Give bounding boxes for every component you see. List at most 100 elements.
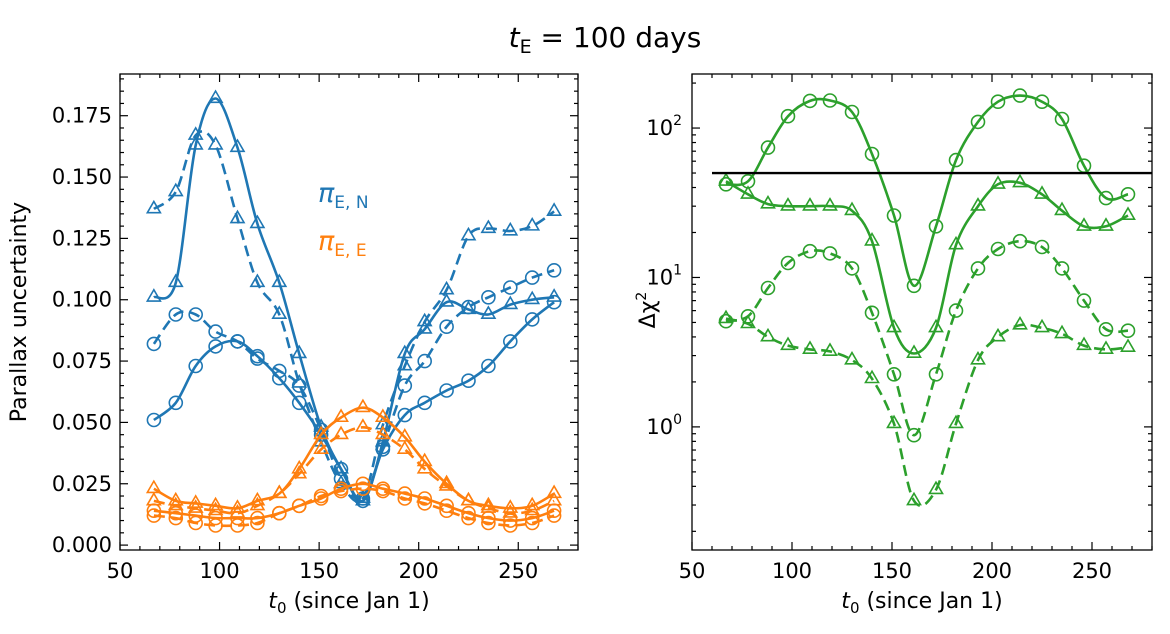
right-marker-circle bbox=[1034, 239, 1050, 255]
left-marker-circle bbox=[188, 515, 203, 531]
right-x-tick-label: 200 bbox=[972, 559, 1012, 583]
left-axes-frame bbox=[119, 73, 579, 551]
left-y-tick-label: 0.100 bbox=[52, 288, 112, 312]
left-marker-triangle bbox=[416, 459, 433, 474]
left-marker-circle bbox=[313, 488, 329, 504]
left-marker-circle bbox=[355, 493, 371, 509]
left-marker-triangle bbox=[546, 288, 563, 302]
left-marker-circle bbox=[481, 289, 496, 305]
right-marker-circle bbox=[760, 280, 776, 296]
right-marker-triangle bbox=[970, 350, 986, 365]
left-y-tick-label: 0.000 bbox=[52, 533, 112, 557]
left-y-axis-label: Parallax uncertainty bbox=[7, 202, 32, 422]
left-marker-triangle bbox=[355, 398, 371, 413]
right-marker-triangle bbox=[906, 491, 922, 506]
left-marker-circle bbox=[524, 515, 540, 531]
right-marker-triangle bbox=[1120, 206, 1136, 221]
left-marker-triangle bbox=[546, 484, 563, 499]
right-marker-circle bbox=[886, 208, 902, 223]
right-marker-circle bbox=[1012, 88, 1028, 103]
left-marker-circle bbox=[250, 515, 265, 531]
left-marker-circle bbox=[439, 498, 454, 514]
right-marker-triangle bbox=[802, 197, 818, 211]
left-marker-circle bbox=[502, 518, 518, 533]
left-marker-circle bbox=[502, 513, 518, 528]
right-marker-circle bbox=[948, 303, 964, 318]
right-marker-triangle bbox=[990, 327, 1006, 342]
left-marker-triangle bbox=[396, 356, 413, 371]
right-marker-triangle bbox=[718, 309, 734, 324]
left-series-line-7 bbox=[153, 487, 555, 528]
left-marker-circle bbox=[397, 407, 413, 423]
right-marker-triangle bbox=[822, 342, 838, 356]
left-marker-circle bbox=[271, 505, 287, 521]
left-marker-circle bbox=[375, 483, 391, 499]
right-marker-circle bbox=[844, 104, 860, 120]
right-marker-triangle bbox=[760, 194, 776, 209]
right-marker-circle bbox=[886, 366, 902, 382]
left-marker-circle bbox=[546, 508, 562, 523]
left-marker-circle bbox=[355, 476, 371, 492]
left-marker-circle bbox=[333, 483, 349, 499]
legend-pi-E-N: πE, N bbox=[318, 178, 369, 213]
left-marker-circle bbox=[481, 515, 496, 531]
left-marker-triangle bbox=[460, 226, 477, 241]
left-marker-circle bbox=[375, 442, 391, 457]
left-marker-triangle bbox=[502, 504, 519, 518]
left-marker-circle bbox=[461, 510, 476, 526]
left-marker-circle bbox=[168, 505, 184, 521]
left-y-tick-label: 0.125 bbox=[52, 226, 112, 250]
left-marker-triangle bbox=[229, 138, 246, 153]
right-series-line-2 bbox=[725, 239, 1129, 437]
right-marker-circle bbox=[970, 114, 986, 130]
left-marker-triangle bbox=[502, 221, 519, 236]
left-marker-triangle bbox=[207, 136, 224, 150]
left-marker-circle bbox=[208, 339, 223, 354]
left-marker-circle bbox=[271, 370, 287, 386]
right-marker-triangle bbox=[886, 318, 902, 333]
parallax-uncertainty-panel: 50 100 150 200 250 0.000 0.025 0.050 0.075 0.100 0… bbox=[7, 73, 579, 617]
left-y-tick-label: 0.075 bbox=[52, 349, 112, 373]
left-marker-triangle bbox=[313, 440, 330, 454]
left-marker-circle bbox=[546, 503, 562, 519]
right-marker-circle bbox=[780, 108, 796, 124]
right-marker-circle bbox=[1098, 190, 1114, 206]
left-marker-circle bbox=[546, 262, 562, 278]
right-marker-circle bbox=[1012, 233, 1028, 249]
left-marker-circle bbox=[230, 518, 245, 533]
right-marker-triangle bbox=[1012, 316, 1028, 330]
right-marker-triangle bbox=[1012, 173, 1028, 188]
left-marker-circle bbox=[168, 510, 184, 526]
left-y-tick-label: 0.050 bbox=[52, 410, 112, 434]
right-marker-circle bbox=[906, 278, 922, 294]
right-marker-triangle bbox=[1098, 217, 1114, 231]
left-marker-circle bbox=[524, 312, 540, 327]
left-marker-circle bbox=[397, 486, 413, 501]
left-marker-circle bbox=[546, 294, 562, 310]
left-x-tick-label: 200 bbox=[399, 559, 439, 583]
right-series-group bbox=[718, 88, 1136, 507]
left-marker-triangle bbox=[207, 89, 224, 104]
left-marker-triangle bbox=[167, 273, 184, 288]
right-y-axis-label: Δχ2 bbox=[634, 292, 661, 329]
left-series-line-1 bbox=[153, 130, 555, 503]
right-marker-triangle bbox=[802, 340, 818, 354]
left-marker-triangle bbox=[271, 484, 288, 499]
legend-pi-E-E: πE, E bbox=[318, 226, 367, 261]
right-marker-triangle bbox=[844, 350, 860, 365]
left-marker-circle bbox=[524, 510, 540, 526]
left-marker-triangle bbox=[187, 136, 204, 150]
left-marker-circle bbox=[439, 383, 454, 398]
left-marker-triangle bbox=[249, 496, 266, 511]
left-marker-triangle bbox=[524, 501, 541, 516]
right-marker-circle bbox=[990, 94, 1006, 109]
left-y-tick-label: 0.175 bbox=[52, 104, 112, 128]
left-marker-triangle bbox=[271, 305, 288, 320]
right-marker-circle bbox=[928, 219, 944, 234]
left-marker-circle bbox=[461, 373, 476, 389]
left-marker-triangle bbox=[187, 499, 204, 513]
left-marker-circle bbox=[481, 510, 496, 526]
right-marker-triangle bbox=[948, 235, 964, 250]
right-marker-circle bbox=[1054, 261, 1070, 276]
left-marker-triangle bbox=[207, 496, 224, 511]
